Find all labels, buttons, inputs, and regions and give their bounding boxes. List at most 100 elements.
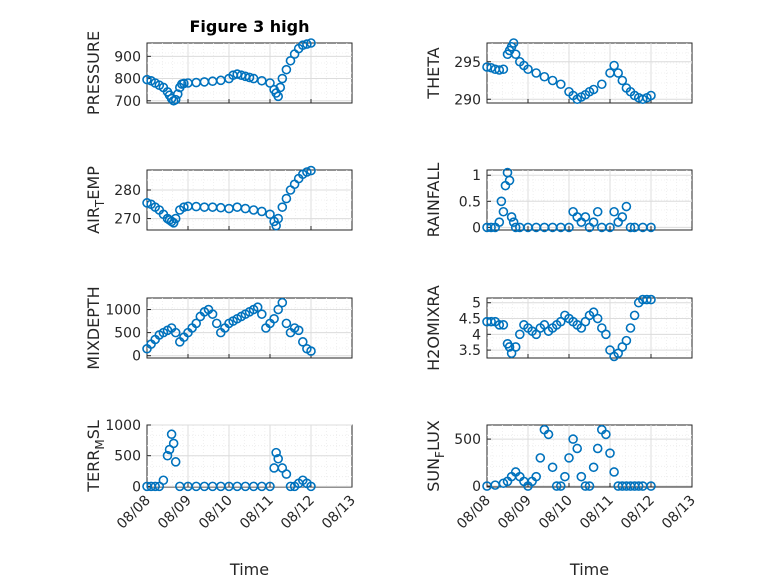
y-tick-label: 0 [472,479,481,495]
subplot-1: 700 800 900 PRESSURE Figure 3 high [84,17,353,115]
data-point [252,302,263,313]
data-point [265,209,275,220]
x-tick-label: 08/08 [454,493,494,533]
data-point [555,79,566,90]
y-tick-label: 295 [454,55,481,71]
y-tick-label: 700 [114,94,141,110]
data-point [271,447,281,458]
data-point [281,64,292,75]
data-point [293,325,304,336]
x-tick-label: 08/12 [618,493,658,533]
data-point [256,309,267,319]
data-point [555,481,566,491]
y-axis-label: SUNFLUX [424,420,447,492]
data-point [564,222,574,233]
y-tick-label: 4.5 [459,312,481,328]
data-point [496,196,507,207]
data-point [588,217,599,227]
data-point [166,93,177,104]
data-point [281,318,292,329]
x-tick-label: 08/09 [495,493,535,533]
data-point [613,68,624,78]
data-point [285,481,296,492]
data-point [621,335,632,346]
x-tick-label: 08/11 [577,493,617,533]
data-point [592,443,603,454]
data-point [510,342,521,352]
data-point [494,217,505,227]
data-point [588,84,599,95]
data-point [281,193,292,204]
data-point [168,438,179,449]
y-tick-label: 290 [454,92,481,108]
data-point [508,217,519,227]
subplot-2: 290 295 THETA [424,38,693,108]
x-tick-label: 08/13 [659,493,699,533]
y-tick-label: 5 [472,296,481,312]
data-point [508,38,519,48]
data-point [646,222,656,233]
data-point [601,429,611,440]
series-markers [482,424,656,491]
data-point [306,481,316,492]
y-tick-label: 4 [472,327,481,343]
data-point [535,453,546,463]
data-point [580,481,591,491]
data-point [170,327,181,338]
data-point [273,453,284,464]
data-point [494,320,505,330]
series-markers [142,429,316,492]
y-tick-label: 500 [454,432,481,448]
data-point [617,75,628,86]
data-point [609,467,619,477]
data-point [609,206,619,217]
y-tick-label: 0 [132,479,141,495]
data-point [642,294,652,305]
y-axis-label: PRESSURE [84,31,103,115]
y-tick-label: 0.5 [459,194,481,210]
data-point [551,481,562,491]
data-point [297,337,308,347]
x-tick-label: 08/10 [196,493,236,533]
data-point [625,323,636,333]
series-markers [142,165,316,231]
data-point [211,318,222,329]
series-markers [142,38,316,106]
series-markers [482,167,656,233]
y-tick-label: 270 [114,212,141,228]
data-point [504,342,515,352]
y-tick-label: 500 [114,326,141,342]
data-point [273,213,284,224]
y-tick-label: 3.5 [459,343,481,359]
data-point [170,457,181,467]
data-point [592,313,603,324]
data-point [531,471,542,482]
data-point [486,222,496,233]
data-point [523,64,533,75]
data-point [588,462,599,473]
y-tick-label: 500 [114,449,141,465]
subplot-7: 0 500 1000 08/08 08/09 08/10 08/11 08/12 08/13 TE… [84,418,359,579]
data-point [633,481,644,491]
y-tick-label: 1000 [105,418,141,434]
subplot-4: 0 0.5 1 RAINFALL [424,163,693,237]
minor-grid [487,43,692,103]
series-markers [482,38,656,105]
x-tick-label: 08/11 [237,493,277,533]
x-tick-label: 08/10 [536,493,576,533]
data-point [179,202,189,212]
data-point [637,94,648,105]
data-point [172,89,183,99]
data-point [265,78,275,88]
data-point [170,94,181,105]
data-point [302,167,312,177]
data-point [498,206,509,217]
data-point [498,64,509,75]
data-point [275,82,286,93]
data-point [277,297,288,308]
data-point [150,481,160,492]
data-point [576,471,587,482]
data-point [646,481,656,491]
data-point [158,475,169,486]
data-point [584,481,595,491]
